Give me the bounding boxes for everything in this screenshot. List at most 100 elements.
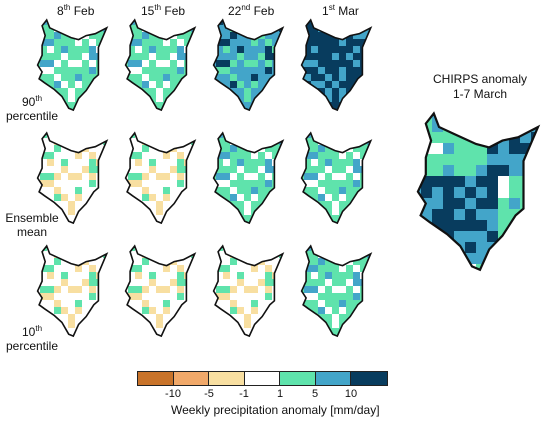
- anomaly-cell: [216, 293, 223, 300]
- anomaly-cell: [177, 74, 184, 81]
- anomaly-cell: [75, 138, 82, 145]
- anomaly-cell: [237, 222, 244, 224]
- anomaly-cell: [184, 208, 191, 215]
- anomaly-cell: [184, 109, 191, 111]
- anomaly-cell: [156, 152, 163, 159]
- anomaly-cell: [339, 46, 346, 53]
- anomaly-cell: [279, 20, 283, 25]
- anomaly-cell: [82, 39, 89, 46]
- anomaly-cell: [272, 286, 279, 293]
- anomaly-cell: [142, 246, 149, 251]
- anomaly-cell: [54, 180, 61, 187]
- anomaly-cell: [128, 286, 135, 293]
- anomaly-cell: [61, 279, 68, 286]
- anomaly-cell: [251, 286, 258, 293]
- anomaly-cell: [135, 173, 142, 180]
- anomaly-cell: [301, 307, 304, 314]
- anomaly-cell: [82, 53, 89, 60]
- anomaly-cell: [223, 46, 230, 53]
- anomaly-cell: [311, 265, 318, 272]
- anomaly-cell: [54, 152, 61, 159]
- anomaly-cell: [410, 275, 421, 280]
- anomaly-cell: [96, 246, 103, 251]
- anomaly-cell: [244, 286, 251, 293]
- anomaly-cell: [89, 67, 96, 74]
- anomaly-cell: [177, 88, 184, 95]
- anomaly-cell: [443, 176, 454, 187]
- anomaly-cell: [318, 300, 325, 307]
- anomaly-cell: [353, 328, 360, 335]
- anomaly-cell: [170, 246, 177, 251]
- anomaly-cell: [184, 159, 191, 166]
- anomaly-cell: [454, 165, 465, 176]
- anomaly-cell: [520, 187, 531, 198]
- anomaly-cell: [37, 251, 40, 258]
- anomaly-cell: [244, 246, 251, 251]
- anomaly-cell: [367, 307, 371, 314]
- colorbar-tick: -5: [204, 388, 214, 400]
- anomaly-cell: [40, 201, 47, 208]
- anomaly-cell: [498, 264, 509, 270]
- anomaly-cell: [75, 109, 82, 111]
- anomaly-cell: [251, 152, 258, 159]
- anomaly-cell: [68, 138, 75, 145]
- anomaly-cell: [367, 60, 371, 67]
- anomaly-cell: [61, 246, 68, 251]
- anomaly-cell: [265, 201, 272, 208]
- anomaly-cell: [311, 272, 318, 279]
- anomaly-cell: [216, 166, 223, 173]
- anomaly-cell: [325, 201, 332, 208]
- anomaly-cell: [421, 176, 432, 187]
- anomaly-cell: [454, 275, 465, 280]
- anomaly-cell: [318, 246, 325, 251]
- anomaly-cell: [40, 102, 47, 109]
- anomaly-cell: [213, 133, 216, 138]
- anomaly-cell: [163, 246, 170, 251]
- anomaly-cell: [325, 53, 332, 60]
- anomaly-cell: [75, 46, 82, 53]
- anomaly-cell: [258, 159, 265, 166]
- anomaly-cell: [213, 251, 216, 258]
- anomaly-cell: [96, 335, 103, 337]
- anomaly-cell: [332, 272, 339, 279]
- anomaly-cell: [244, 321, 251, 328]
- anomaly-cell: [304, 293, 311, 300]
- anomaly-cell: [531, 253, 538, 264]
- anomaly-cell: [61, 222, 68, 224]
- anomaly-cell: [251, 88, 258, 95]
- anomaly-cell: [498, 113, 509, 121]
- anomaly-cell: [184, 166, 191, 173]
- anomaly-cell: [346, 109, 353, 111]
- anomaly-cell: [61, 152, 68, 159]
- anomaly-cell: [251, 138, 258, 145]
- anomaly-cell: [191, 187, 195, 194]
- anomaly-cell: [279, 187, 283, 194]
- anomaly-cell: [68, 328, 75, 335]
- anomaly-cell: [82, 272, 89, 279]
- anomaly-cell: [237, 67, 244, 74]
- anomaly-cell: [230, 187, 237, 194]
- anomaly-cell: [135, 293, 142, 300]
- anomaly-cell: [432, 253, 443, 264]
- anomaly-cell: [191, 222, 195, 224]
- anomaly-cell: [272, 20, 279, 25]
- anomaly-cell: [318, 208, 325, 215]
- anomaly-cell: [125, 215, 128, 222]
- anomaly-cell: [318, 194, 325, 201]
- anomaly-cell: [47, 152, 54, 159]
- anomaly-cell: [223, 215, 230, 222]
- anomaly-cell: [318, 321, 325, 328]
- anomaly-cell: [61, 20, 68, 25]
- anomaly-cell: [177, 187, 184, 194]
- anomaly-cell: [170, 53, 177, 60]
- anomaly-cell: [279, 222, 283, 224]
- anomaly-cell: [454, 231, 465, 242]
- anomaly-cell: [89, 166, 96, 173]
- anomaly-cell: [339, 20, 346, 25]
- anomaly-cell: [465, 154, 476, 165]
- anomaly-cell: [82, 194, 89, 201]
- anomaly-cell: [346, 152, 353, 159]
- anomaly-cell: [476, 209, 487, 220]
- anomaly-cell: [301, 328, 304, 335]
- anomaly-cell: [454, 253, 465, 264]
